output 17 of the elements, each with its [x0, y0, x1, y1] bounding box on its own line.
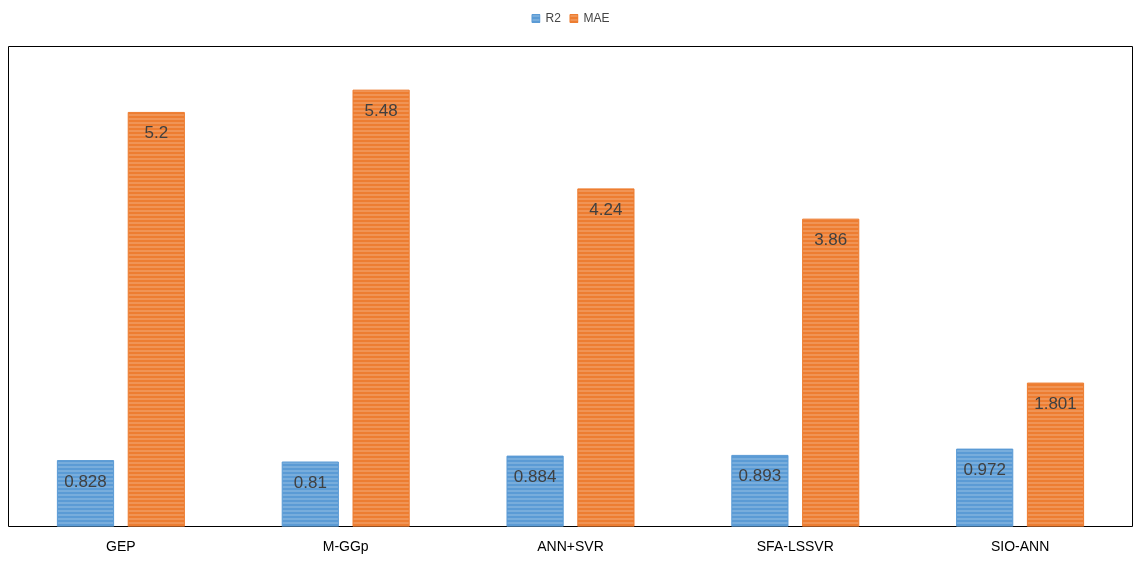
data-label: 0.828: [64, 471, 107, 491]
data-label: 0.884: [513, 467, 557, 487]
data-label: 0.972: [963, 460, 1006, 480]
legend-label: MAE: [583, 11, 610, 25]
data-label: 4.24: [589, 199, 623, 219]
data-label: 0.81: [293, 473, 327, 492]
x-tick-label: SFA-LSSVR: [756, 537, 834, 554]
x-tick-label: M-GGp: [322, 537, 369, 554]
x-tick-label: SIO-ANN: [990, 537, 1050, 554]
data-label: 1.801: [1034, 394, 1077, 414]
data-label: 5.48: [364, 101, 398, 121]
x-tick-label: GEP: [106, 537, 136, 554]
legend-label: R2: [545, 11, 562, 25]
data-label: 5.2: [144, 123, 169, 143]
data-label: 0.893: [738, 466, 782, 486]
x-tick-label: ANN+SVR: [537, 537, 604, 554]
data-label: 3.86: [814, 230, 848, 250]
